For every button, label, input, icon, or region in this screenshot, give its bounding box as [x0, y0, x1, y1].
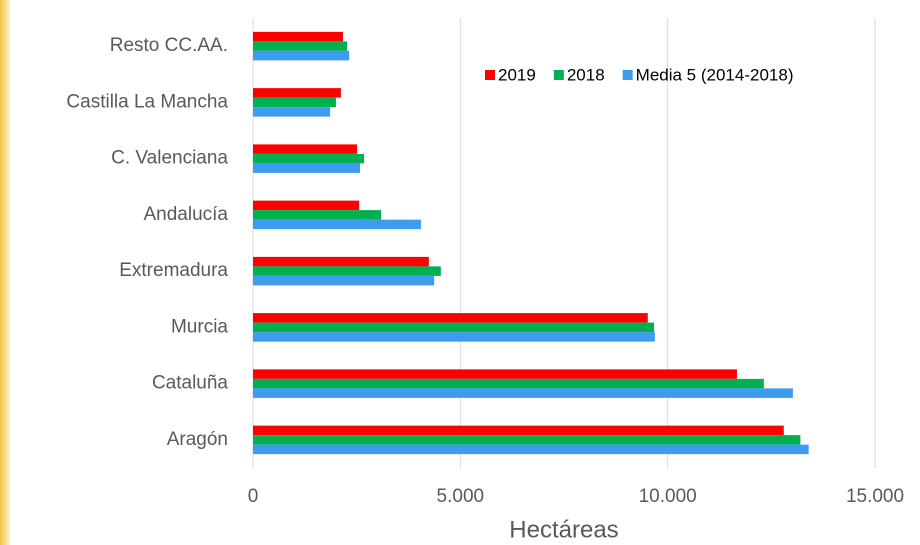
legend-swatch: [485, 70, 495, 80]
legend-swatch: [553, 70, 564, 80]
bar: [253, 266, 441, 276]
bar: [253, 378, 764, 389]
bar: [253, 313, 648, 323]
y-tick-label: Extremadura: [119, 260, 228, 281]
bar: [253, 31, 343, 42]
bar: [253, 107, 331, 117]
bar: [253, 163, 360, 173]
y-tick-label: Castilla La Mancha: [66, 91, 228, 112]
x-tick-label: 10.000: [639, 486, 697, 507]
y-tick-label: Cataluña: [152, 373, 228, 394]
y-tick-label: Aragón: [167, 429, 228, 450]
x-tick-label: 0: [248, 486, 259, 507]
bar: [253, 256, 429, 267]
y-tick-label: C. Valenciana: [111, 148, 228, 169]
bar: [253, 219, 421, 230]
x-axis-title: Hectáreas: [509, 516, 618, 543]
x-tick-label: 15.000: [846, 486, 904, 507]
bar: [253, 275, 435, 286]
bar: [253, 210, 382, 220]
bar: [253, 322, 654, 333]
x-tick-label: 5.000: [437, 486, 485, 507]
bar: [253, 50, 350, 61]
bar: [253, 332, 655, 342]
bar: [253, 88, 341, 98]
bar: [253, 200, 360, 211]
bar: [253, 41, 348, 51]
bar: [253, 369, 737, 379]
bar: [253, 144, 358, 154]
y-tick-label: Murcia: [171, 316, 228, 337]
y-tick-label: Andalucía: [143, 204, 228, 225]
side-strip: [0, 0, 10, 545]
bar: [253, 435, 801, 445]
legend-label: 2018: [567, 65, 605, 84]
bar: [253, 97, 336, 108]
bar: [253, 425, 784, 436]
legend: 2019 2018 Media 5 (2014-2018): [485, 65, 793, 84]
legend-swatch: [622, 70, 633, 80]
bar: [253, 388, 793, 398]
y-tick-label: Resto CC.AA.: [110, 35, 228, 56]
legend-label: Media 5 (2014-2018): [636, 65, 794, 84]
bar: [253, 153, 365, 164]
legend-label: 2019: [498, 65, 536, 84]
bar: [253, 444, 809, 455]
